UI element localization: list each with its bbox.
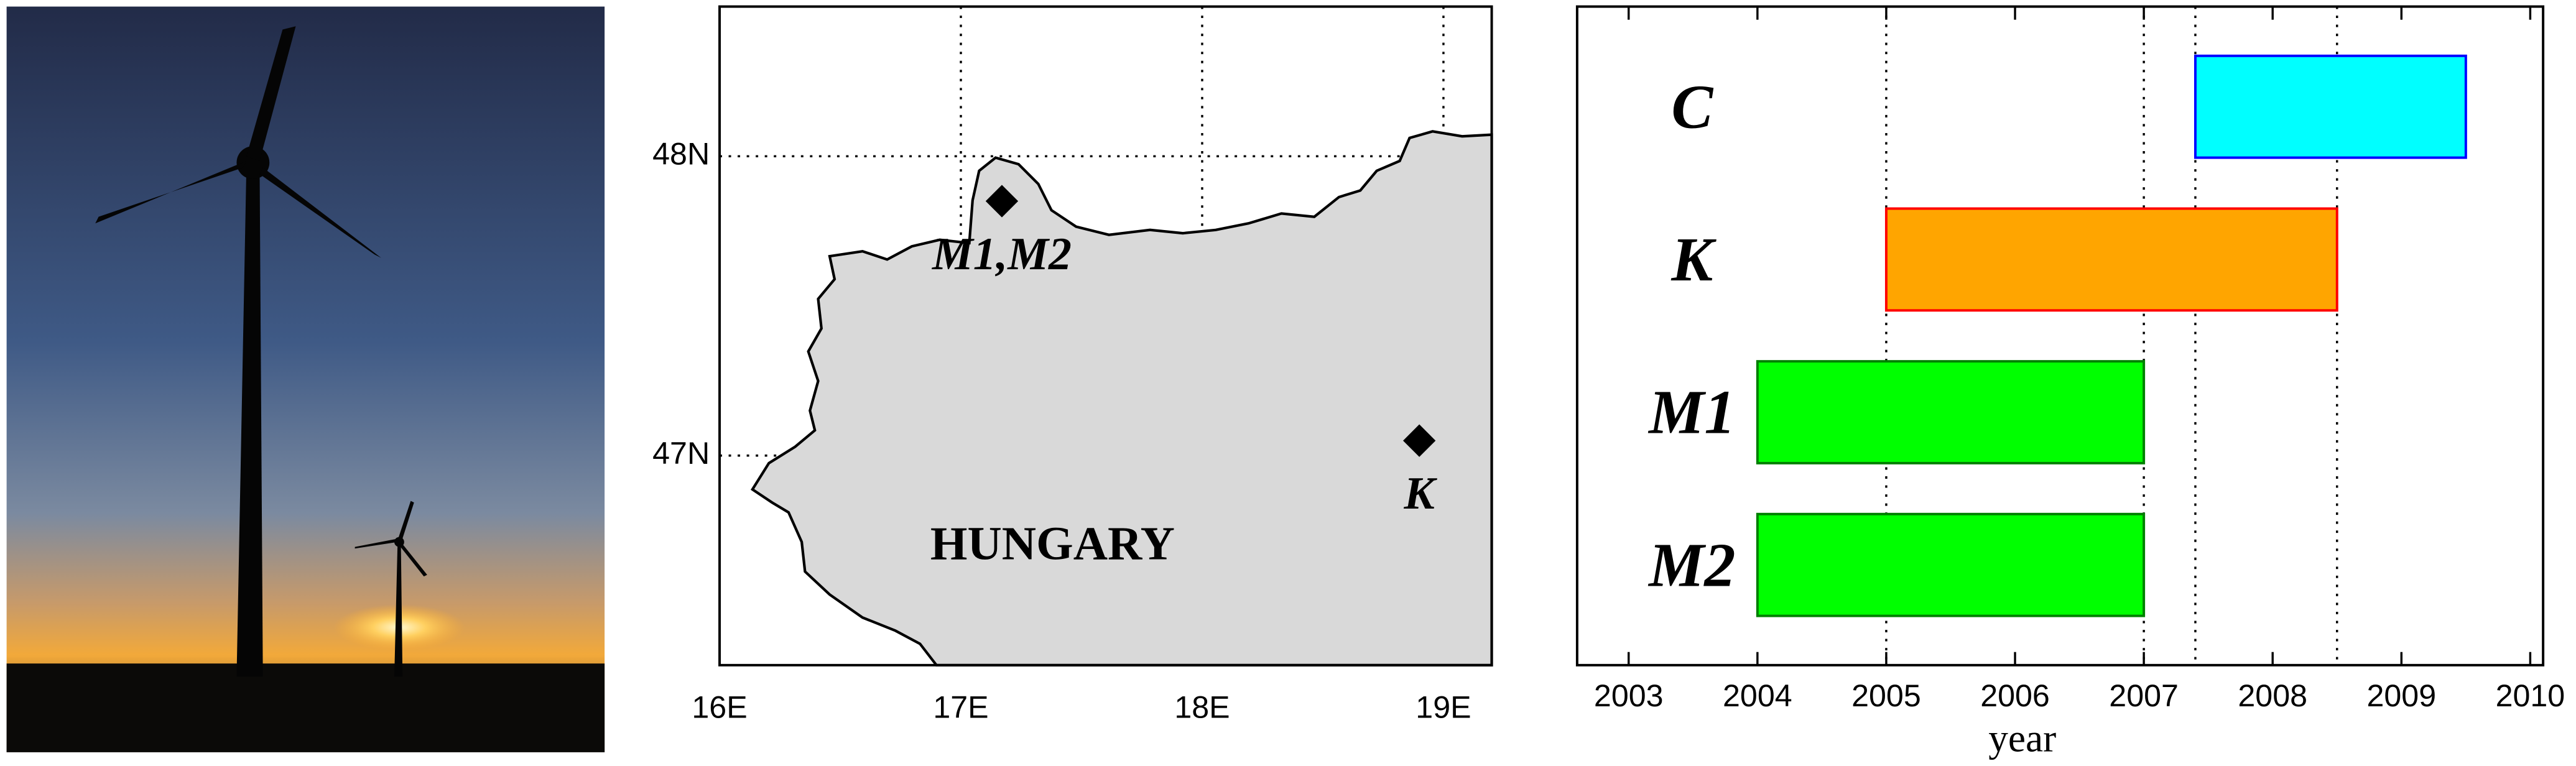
x-tick-label: 2005 xyxy=(1851,678,1921,713)
x-tick-label: 2007 xyxy=(2109,678,2179,713)
turbine-blade xyxy=(354,538,398,549)
turbine-blade xyxy=(397,501,414,544)
photo xyxy=(6,6,605,752)
range-bar xyxy=(1756,360,2146,464)
category-label: C xyxy=(1671,72,1713,141)
range-bar xyxy=(2194,54,2467,159)
photo-sky xyxy=(6,6,605,752)
category-label: K xyxy=(1670,225,1717,294)
x-axis-title: year xyxy=(1988,717,2056,760)
y-tick-label: 48N xyxy=(652,137,710,172)
x-tick-label: 17E xyxy=(933,690,988,724)
y-tick-label: 47N xyxy=(652,436,710,471)
region-label: HUNGARY xyxy=(930,517,1175,570)
category-label: M2 xyxy=(1647,530,1735,599)
site-label: K xyxy=(1403,468,1437,519)
timeline-frame xyxy=(1575,5,2545,667)
turbine-blade xyxy=(95,160,247,224)
x-tick-label: 2006 xyxy=(1980,678,2050,713)
photo-ground xyxy=(6,663,605,752)
turbine-tower xyxy=(394,542,403,677)
x-tick-label: 18E xyxy=(1174,690,1230,724)
x-tick-label: 2009 xyxy=(2366,678,2436,713)
site-label: M1,M2 xyxy=(932,228,1072,279)
range-bar xyxy=(1884,207,2338,312)
timeline-bars: 2003 2004 2005 2006 2007 2008 2009 2010 year C K M1… xyxy=(1594,6,2565,760)
map-panel: 16E 17E 18E 19E 47N 48N HUNGARY M1,M2 K xyxy=(652,5,1493,724)
x-tick-label: 2004 xyxy=(1723,678,1792,713)
category-label: M1 xyxy=(1647,378,1735,447)
map-frame xyxy=(718,5,1493,667)
x-tick-label: 19E xyxy=(1415,690,1471,724)
range-bar xyxy=(1756,512,2146,617)
land xyxy=(750,130,1493,667)
x-tick-label: 16E xyxy=(692,690,747,724)
turbine-blade xyxy=(259,167,381,258)
x-tick-label: 2008 xyxy=(2238,678,2307,713)
turbine-blade xyxy=(399,542,427,577)
turbine-tower xyxy=(236,164,263,677)
turbine-blade xyxy=(246,26,296,161)
x-tick-label: 2003 xyxy=(1594,678,1664,713)
timeline-panel: 2003 2004 2005 2006 2007 2008 2009 2010 year C K M1… xyxy=(1575,5,2565,760)
x-tick-label: 2010 xyxy=(2496,678,2565,713)
